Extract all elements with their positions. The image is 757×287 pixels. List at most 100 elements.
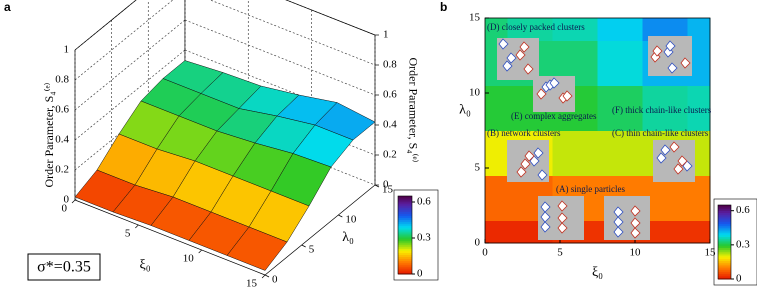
particle (630, 217, 641, 229)
x-axis-label: ξ₀ (139, 258, 150, 273)
colorbar-step (718, 219, 731, 223)
z-tick-label: 0.4 (383, 119, 397, 131)
colorbar-step (718, 227, 731, 230)
z-tick-label: 1 (64, 44, 70, 56)
grid-line (209, 0, 376, 66)
particle (630, 205, 641, 217)
heatmap-cell (597, 130, 643, 176)
colorbar-step (718, 205, 731, 208)
y-tick-label: 10 (345, 214, 357, 226)
y-tick (374, 184, 380, 188)
heatmap-cell (597, 18, 643, 41)
colorbar-box (393, 189, 439, 281)
colorbar-step (398, 236, 412, 240)
z-tick-label: 0.8 (55, 74, 69, 86)
plot-frame (484, 17, 711, 244)
colorbar-tick-label: 0.6 (417, 196, 431, 208)
axis-edge (285, 0, 376, 36)
colorbar-step (398, 213, 412, 216)
annotation: (A) single particles (556, 184, 625, 194)
colorbar-step (718, 223, 731, 226)
colorbar-step (398, 268, 412, 271)
z-tick-label: 0.6 (55, 104, 69, 116)
particle (682, 160, 693, 172)
colorbar-frame (397, 195, 413, 275)
colorbar-step (398, 244, 412, 248)
colorbar-step (718, 253, 731, 256)
colorbar-step (398, 242, 412, 246)
heatmap-cell (642, 175, 688, 221)
particle (533, 147, 544, 159)
y-tick (264, 274, 270, 278)
surface-patch (226, 226, 288, 271)
colorbar-step (398, 217, 412, 220)
colorbar-step (398, 225, 412, 228)
colorbar-step (398, 215, 412, 218)
heatmap-cell (485, 18, 508, 41)
colorbar-step (398, 256, 412, 259)
panel-label: a (4, 0, 11, 14)
colorbar-box (713, 198, 757, 286)
panel-label: b (440, 0, 447, 14)
colorbar-step (718, 217, 731, 221)
colorbar-step (718, 229, 731, 232)
particle (557, 212, 568, 224)
colorbar-step (718, 269, 731, 273)
particle (498, 38, 509, 50)
colorbar-frame (717, 204, 732, 280)
axis-edge (74, 199, 266, 276)
x-tick (135, 224, 139, 229)
particle (650, 51, 661, 63)
particle (660, 144, 671, 156)
colorbar-step (718, 249, 731, 252)
colorbar-step (718, 275, 731, 278)
colorbar-step (398, 199, 412, 203)
colorbar-step (718, 245, 731, 249)
colorbar-step (398, 254, 412, 257)
annotation: (E) complex aggregates (511, 111, 597, 121)
particle (673, 163, 684, 175)
heatmap-cell (485, 175, 508, 221)
annotation: (B) network clusters (487, 128, 561, 138)
z-tick-label: 0 (383, 179, 389, 191)
axis-edge (264, 184, 376, 276)
colorbar-step (398, 233, 412, 236)
colorbar-step (398, 229, 412, 232)
annotation-box (27, 253, 101, 281)
particle (536, 88, 547, 100)
particle (652, 45, 663, 57)
heatmap-cell (642, 220, 688, 244)
colorbar-step (718, 210, 731, 213)
colorbar-step (398, 258, 412, 261)
x-tick (261, 274, 266, 279)
colorbar-step (398, 196, 412, 199)
annotation: (F) thick chain-like clusters (612, 105, 712, 115)
particle (540, 211, 551, 223)
colorbar-step (398, 240, 412, 244)
y-tick-label: 15 (469, 12, 481, 24)
heatmap-cell (642, 18, 688, 41)
colorbar-step (718, 266, 731, 269)
particle (680, 57, 691, 69)
axis-edge (74, 0, 137, 51)
colorbar-step (718, 260, 731, 263)
heatmap-cell (507, 18, 553, 41)
colorbar-step (718, 216, 731, 219)
y-tick-label: 10 (469, 87, 481, 99)
particle (562, 90, 573, 102)
heatmap-cell (642, 85, 688, 131)
colorbar-step (398, 221, 412, 224)
colorbar-step (718, 240, 731, 243)
particle (537, 169, 548, 181)
colorbar-step (398, 272, 412, 275)
particle (523, 63, 534, 75)
x-tick-label: 0 (62, 203, 68, 215)
inset-image (604, 196, 650, 240)
colorbar-step (398, 209, 412, 213)
colorbar-step (718, 214, 731, 217)
colorbar-step (398, 207, 412, 211)
particle (656, 152, 667, 164)
x-tick-label: 10 (183, 253, 195, 265)
z-tick-label: 0.2 (383, 149, 397, 161)
